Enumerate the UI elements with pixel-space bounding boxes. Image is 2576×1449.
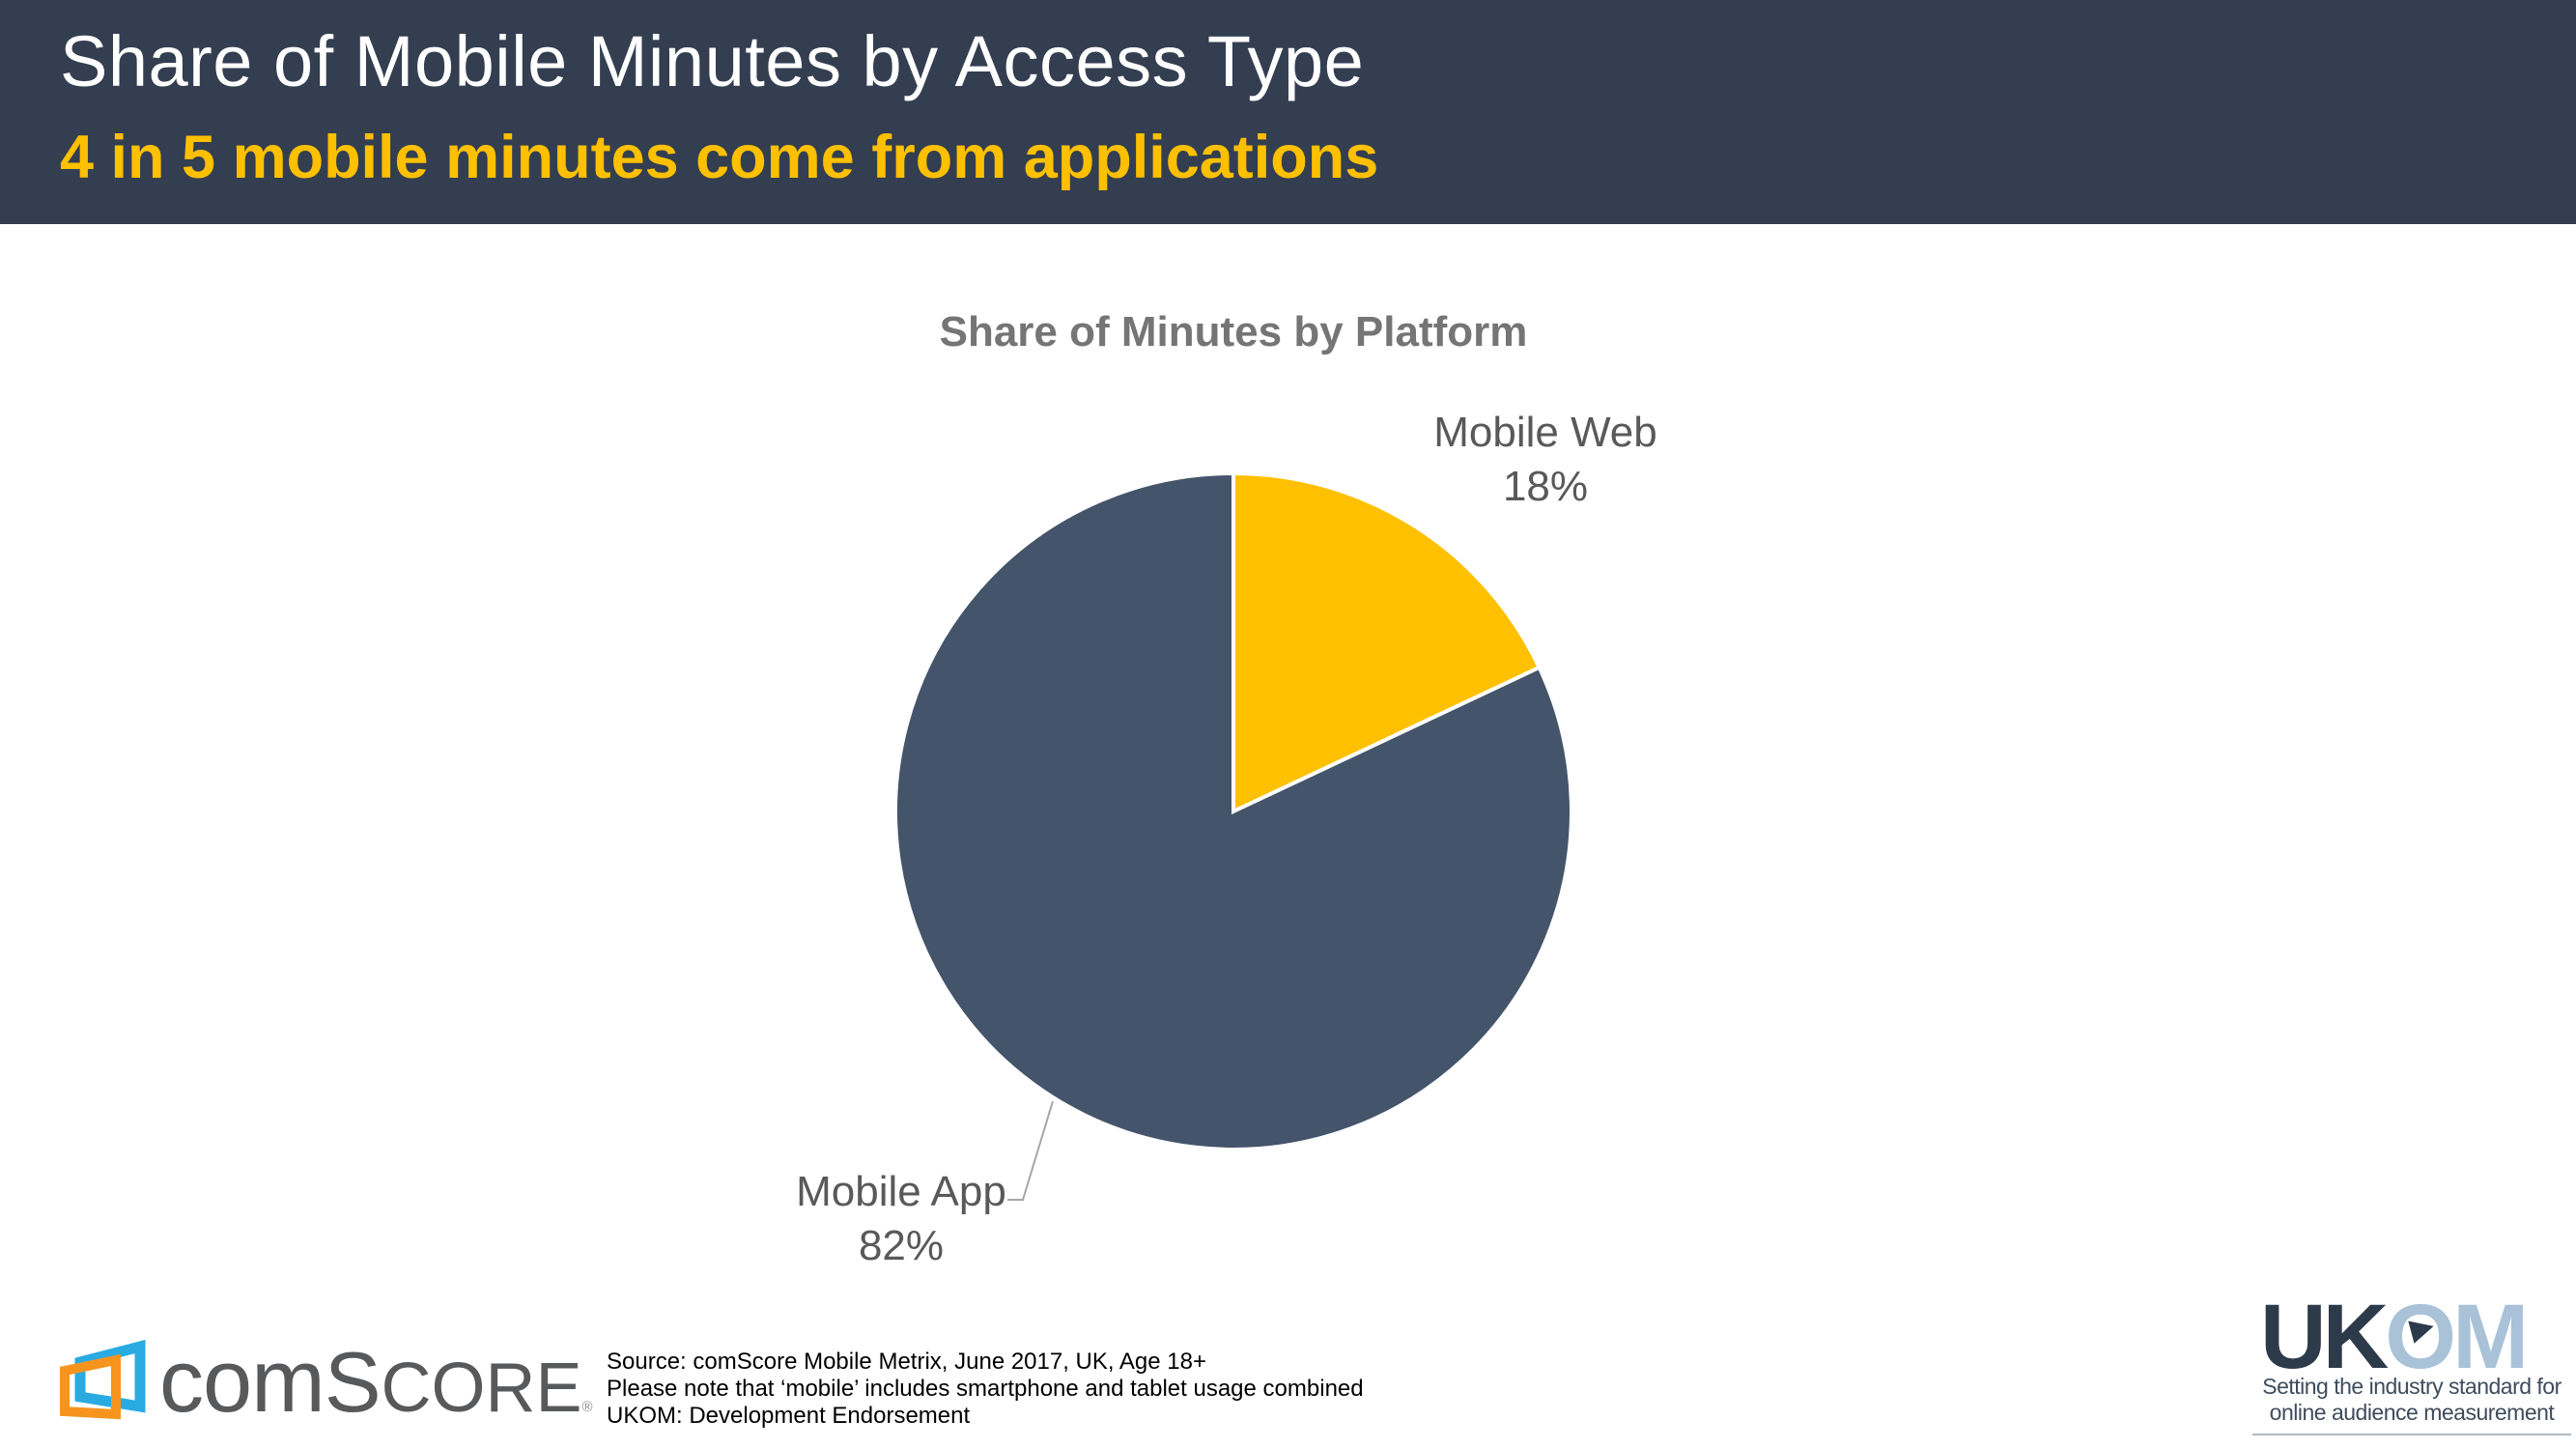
comscore-text-com: com <box>159 1332 326 1431</box>
ukom-text-uk: UK <box>2260 1286 2389 1388</box>
chart-title: Share of Minutes by Platform <box>939 308 1528 355</box>
pie-slice-mobile-web <box>1231 470 1543 815</box>
comscore-blue-frame-icon <box>74 1339 146 1413</box>
pie-slice-mobile-app <box>893 470 1573 1151</box>
ukom-tagline: Setting the industry standard for online… <box>2252 1374 2571 1426</box>
ukom-logo: UKOM <box>2260 1292 2529 1383</box>
ukom-text-m: M <box>2452 1286 2529 1388</box>
leader-line <box>1007 1100 1054 1201</box>
page-title: Share of Mobile Minutes by Access Type <box>60 21 1365 101</box>
source-line-1: Source: comScore Mobile Metrix, June 201… <box>607 1349 1206 1375</box>
comscore-logo-text: comSCORE® <box>159 1337 593 1426</box>
ukom-tagline-line1: Setting the industry standard for <box>2262 1374 2562 1399</box>
label-mobile-web: Mobile Web 18% <box>1372 406 1719 514</box>
source-text: Source: comScore Mobile Metrix, June 201… <box>607 1349 1364 1430</box>
label-mobile-app-pct: 82% <box>858 1222 945 1269</box>
label-mobile-app: Mobile App 82% <box>727 1165 1075 1273</box>
label-mobile-app-name: Mobile App <box>796 1168 1006 1215</box>
header-banner: Share of Mobile Minutes by Access Type 4… <box>0 0 2576 224</box>
pie-chart <box>893 470 1573 1151</box>
ukom-tagline-line2: online audience measurement <box>2269 1400 2555 1425</box>
comscore-text-core: CORE <box>381 1350 582 1427</box>
source-line-2: Please note that ‘mobile’ includes smart… <box>607 1376 1364 1402</box>
source-line-3: UKOM: Development Endorsement <box>607 1403 971 1429</box>
label-mobile-web-pct: 18% <box>1502 463 1589 510</box>
comscore-logo-mark-icon <box>60 1339 146 1420</box>
label-mobile-web-name: Mobile Web <box>1433 409 1657 456</box>
comscore-text-s: S <box>324 1334 382 1430</box>
comscore-orange-frame-icon <box>60 1353 121 1420</box>
ukom-text-o: O <box>2385 1286 2456 1388</box>
comscore-reg-mark: ® <box>581 1399 593 1415</box>
ukom-divider <box>2252 1434 2571 1435</box>
page-subtitle: 4 in 5 mobile minutes come from applicat… <box>60 124 1379 191</box>
